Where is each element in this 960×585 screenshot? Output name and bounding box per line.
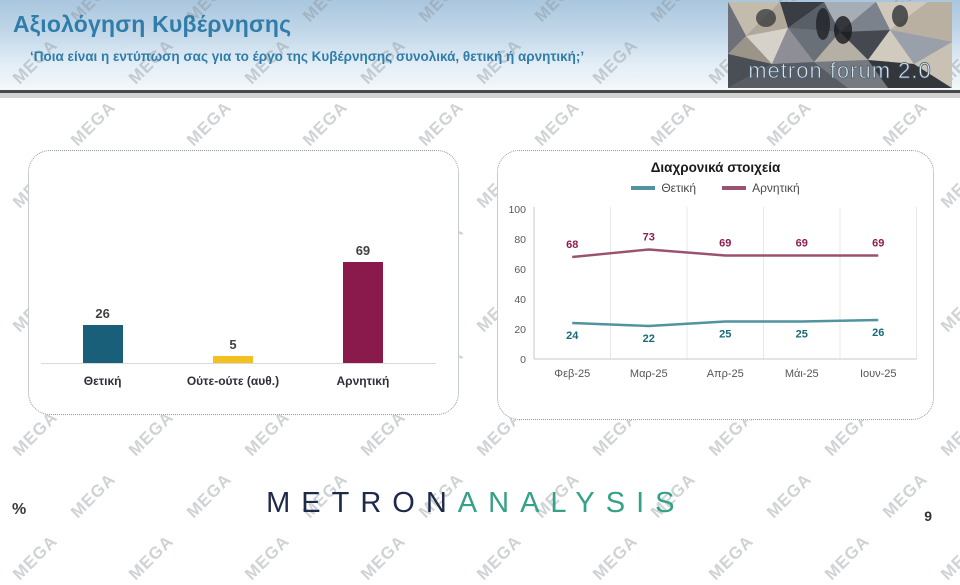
data-point-label: 26 xyxy=(872,327,884,339)
metron-analysis-logo: METRONANALYSIS xyxy=(266,487,685,520)
bar-chart: 26 5 69 xyxy=(41,169,436,364)
mega-watermark: MEGA xyxy=(8,531,62,584)
y-tick-label: 100 xyxy=(508,204,526,216)
metron-forum-logo-text: metron forum 2.0 xyxy=(748,58,932,83)
y-tick-label: 0 xyxy=(520,354,526,366)
x-tick-label: Απρ-25 xyxy=(707,368,744,380)
page-number: 9 xyxy=(924,508,932,524)
data-point-label: 68 xyxy=(566,239,578,251)
mega-watermark: MEGA xyxy=(936,531,960,584)
page-subtitle: ‘Ποια είναι η εντύπωση σας για το έργο τ… xyxy=(30,49,585,64)
x-tick-label: Μαρ-25 xyxy=(630,368,668,380)
bar-category-label: Θετική xyxy=(83,374,122,388)
legend-label: Θετική xyxy=(661,181,697,195)
mega-watermark: MEGA xyxy=(124,531,178,584)
y-tick-label: 20 xyxy=(514,324,526,336)
line-chart: 0 20 40 60 80 100 Φεβ-25 Μαρ-25 Απρ-25 Μάι-25 Ιουν… xyxy=(508,204,917,380)
percent-unit-label: % xyxy=(12,501,27,518)
legend-label: Αρνητική xyxy=(752,181,800,195)
x-tick-label: Φεβ-25 xyxy=(554,368,590,380)
mega-watermark: MEGA xyxy=(704,531,758,584)
bar-value-label: 69 xyxy=(355,243,371,258)
data-point-label: 25 xyxy=(719,329,731,341)
bar-column: 26 xyxy=(82,306,123,363)
bar-column: 69 xyxy=(342,243,383,363)
data-point-label: 69 xyxy=(719,238,731,250)
bar-chart-category-axis: Θετική Ούτε-ούτε (αυθ.) Αρνητική xyxy=(41,374,436,390)
data-point-label: 69 xyxy=(796,238,808,250)
bar-Θετική xyxy=(82,325,123,363)
x-tick-label: Ιουν-25 xyxy=(860,368,897,380)
bar-chart-card: 26 5 69 Θετική Ούτε-ούτε (αυθ.) Αρνητική xyxy=(28,150,459,415)
mega-watermark: MEGA xyxy=(820,531,874,584)
bar-category-label: Αρνητική xyxy=(336,374,390,388)
mega-watermark: MEGA xyxy=(588,531,642,584)
metron-forum-logo: metron forum 2.0 xyxy=(728,2,952,88)
bar-value-label: 5 xyxy=(229,337,237,352)
y-tick-label: 60 xyxy=(514,264,526,276)
data-point-label: 73 xyxy=(643,232,655,244)
data-point-label: 22 xyxy=(643,333,655,345)
line-chart-card: Διαχρονικά στοιχεία Θετική Αρνητική 0 20 40… xyxy=(497,150,934,420)
data-point-label: 69 xyxy=(872,238,884,250)
legend-item-Θετική: Θετική xyxy=(631,181,696,195)
line-chart-title: Διαχρονικά στοιχεία xyxy=(650,160,781,175)
page-title: Αξιολόγηση Κυβέρνησης xyxy=(13,11,292,37)
line-series-Αρνητική xyxy=(572,248,879,259)
metron-analysis-logo-analysis: ANALYSIS xyxy=(457,487,686,519)
data-point-label: 25 xyxy=(796,329,808,341)
metron-forum-logo-image: metron forum 2.0 xyxy=(728,2,952,88)
mega-watermark: MEGA xyxy=(356,531,410,584)
mega-watermark: MEGA xyxy=(240,531,294,584)
x-tick-label: Μάι-25 xyxy=(785,368,819,380)
data-point-label: 24 xyxy=(566,330,579,342)
line-series-Θετική xyxy=(572,318,879,328)
line-chart-legend: Θετική Αρνητική xyxy=(498,181,933,195)
legend-item-Αρνητική: Αρνητική xyxy=(722,181,800,195)
metron-analysis-logo-metron: METRON xyxy=(266,487,458,519)
y-tick-label: 80 xyxy=(514,234,526,246)
legend-swatch xyxy=(722,186,747,190)
y-tick-label: 40 xyxy=(514,294,526,306)
bar-Αρνητική xyxy=(342,262,383,363)
mega-watermark: MEGA xyxy=(472,531,526,584)
bar-Ούτε-ούτε (αυθ.) xyxy=(212,356,253,363)
bar-category-label: Ούτε-ούτε (αυθ.) xyxy=(186,374,280,388)
bar-column: 5 xyxy=(212,337,253,363)
legend-swatch xyxy=(631,186,656,190)
bar-value-label: 26 xyxy=(95,306,110,321)
